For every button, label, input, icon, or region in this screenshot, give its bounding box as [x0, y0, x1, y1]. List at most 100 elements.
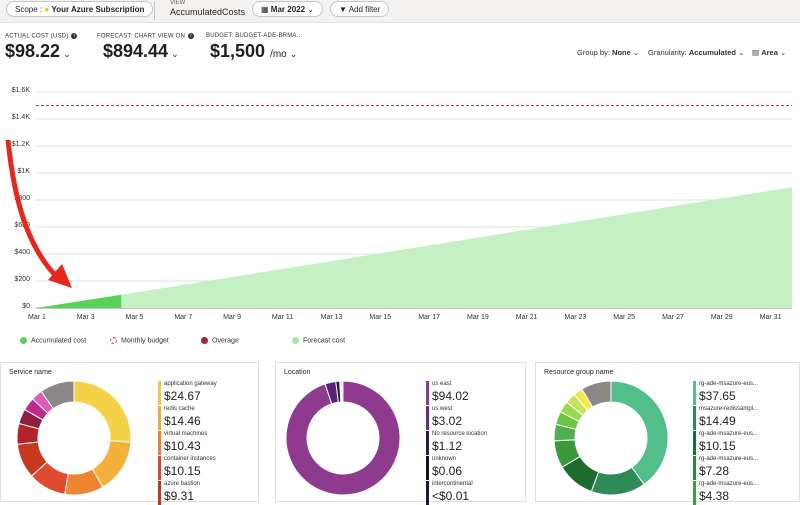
location-card: Location us east $94.02 us west $3.02 No res…: [275, 362, 526, 505]
service-name-card: Service name application gateway $24.67 re…: [0, 362, 259, 505]
color-swatch: [426, 481, 429, 505]
cost-area-chart: [36, 91, 792, 309]
annotation-arrow: [5, 140, 72, 288]
group-by-selector[interactable]: Group by: None ⌄: [577, 48, 640, 57]
add-filter-button[interactable]: ▼ Add filter: [330, 1, 390, 17]
legend-dot-icon: [292, 337, 299, 344]
legend-item-value: <$0.01: [432, 489, 470, 503]
legend-monthly-budget[interactable]: Monthly budget: [110, 337, 169, 344]
legend-item-value: $1.12: [432, 439, 463, 453]
x-tick-label: Mar 17: [418, 314, 440, 321]
chevron-down-icon: ⌄: [779, 48, 787, 57]
add-filter-label: Add filter: [348, 5, 381, 14]
y-tick-label: $1.6K: [11, 87, 30, 94]
x-tick-label: Mar 3: [76, 314, 95, 321]
legend-item-value: $94.02: [432, 389, 469, 403]
y-tick-label: $800: [14, 195, 30, 202]
x-tick-label: Mar 21: [515, 314, 538, 321]
granularity-selector[interactable]: Granularity: Accumulated ⌄: [648, 48, 745, 57]
legend-item-name: us east: [432, 381, 452, 387]
legend-item-name: No resource location: [432, 431, 488, 437]
legend-item-value: $9.31: [164, 489, 195, 503]
legend-item-value: $37.65: [699, 389, 736, 403]
x-tick-label: Mar 1: [28, 314, 46, 321]
card-title: Service name: [9, 369, 52, 376]
info-icon[interactable]: i: [188, 33, 195, 39]
donut-segment: [581, 381, 612, 408]
budget-label: BUDGET: BUDGET-ADE-BRMA...: [206, 33, 303, 39]
chevron-down-icon: ⌄: [307, 5, 314, 14]
actual-cost-label: ACTUAL COST (USD) i: [5, 33, 78, 40]
toolbar: Scope : ● Your Azure Subscription VIEW A…: [0, 0, 800, 23]
color-swatch: [693, 406, 696, 430]
calendar-icon: ▦: [261, 5, 269, 14]
key-icon: ●: [44, 5, 50, 14]
legend-item-value: $4.38: [699, 489, 730, 503]
legend-item-name: rg-ade-msazure-eus...: [699, 431, 759, 437]
actual-cost-value[interactable]: $98.22 ⌄: [5, 41, 71, 61]
legend-item-value: $24.67: [164, 389, 201, 403]
legend-item-name: us west: [432, 406, 453, 412]
chevron-down-icon: ⌄: [63, 49, 71, 59]
info-icon[interactable]: i: [71, 33, 78, 39]
x-tick-label: Mar 15: [369, 314, 392, 321]
legend-item-name: container instances: [164, 456, 216, 462]
scope-value: Your Azure Subscription: [51, 5, 145, 14]
scope-selector[interactable]: Scope : ● Your Azure Subscription: [6, 1, 154, 17]
card-title: Resource group name: [544, 369, 614, 376]
budget-value[interactable]: $1,500 /mo ⌄: [210, 41, 298, 61]
legend-dashed-ring-icon: [110, 337, 117, 344]
service-donut-chart[interactable]: [17, 381, 137, 501]
legend-item-value: $0.06: [432, 464, 463, 478]
color-swatch: [693, 481, 696, 505]
color-swatch: [426, 456, 429, 480]
color-swatch: [693, 456, 696, 480]
x-tick-label: Mar 11: [271, 314, 294, 321]
color-swatch: [158, 431, 161, 455]
y-tick-label: $600: [14, 222, 30, 229]
y-tick-label: $0: [22, 303, 30, 310]
legend-forecast-cost[interactable]: Forecast cost: [292, 337, 345, 344]
location-donut-chart[interactable]: [286, 381, 406, 501]
x-tick-label: Mar 31: [759, 314, 782, 321]
legend-item-value: $10.43: [164, 439, 201, 453]
legend-item-value: $14.49: [699, 414, 736, 428]
color-swatch: [426, 381, 429, 405]
chevron-down-icon: ⌄: [632, 48, 640, 57]
view-label: VIEW: [170, 0, 186, 6]
scope-label: Scope :: [15, 5, 43, 14]
resource-group-donut-chart[interactable]: [554, 381, 674, 501]
color-swatch: [693, 431, 696, 455]
y-tick-label: $1.2K: [11, 141, 30, 148]
chevron-down-icon: ⌄: [738, 48, 745, 57]
color-swatch: [426, 406, 429, 430]
y-tick-label: $1K: [17, 168, 30, 175]
color-swatch: [158, 406, 161, 430]
forecast-label: FORECAST: CHART VIEW ON i: [97, 33, 195, 40]
donut-segment: [610, 381, 669, 486]
view-selector[interactable]: AccumulatedCosts: [170, 7, 246, 17]
y-tick-label: $400: [14, 249, 30, 256]
color-swatch: [426, 431, 429, 455]
x-tick-label: Mar 13: [320, 314, 343, 321]
date-range-value: Mar 2022: [270, 5, 306, 14]
legend-item-name: rg-ade-msazure-eus...: [699, 381, 759, 387]
legend-item-name: azure bastion: [164, 481, 201, 487]
chevron-down-icon: ⌄: [171, 49, 179, 59]
accumulated-cost-area: [36, 294, 122, 308]
legend-item-value: $3.02: [432, 414, 463, 428]
x-tick-label: Mar 27: [662, 314, 684, 321]
legend-accumulated-cost[interactable]: Accumulated cost: [20, 337, 86, 344]
forecast-value[interactable]: $894.44 ⌄: [103, 41, 179, 61]
donut-segment: [73, 381, 132, 443]
legend-item-name: redis cache: [164, 406, 195, 412]
legend-overage[interactable]: Overage: [201, 337, 239, 344]
x-tick-label: Mar 9: [223, 314, 241, 321]
date-range-picker[interactable]: ▦ Mar 2022 ⌄: [252, 1, 323, 17]
donut-segment: [340, 381, 344, 403]
legend-item-name: application gateway: [164, 381, 217, 387]
area-chart-icon: ▤: [752, 48, 760, 57]
chart-type-selector[interactable]: ▤ Area ⌄: [752, 48, 787, 57]
legend-item-name: intercontinental: [432, 481, 473, 487]
x-tick-label: Mar 23: [564, 314, 587, 321]
